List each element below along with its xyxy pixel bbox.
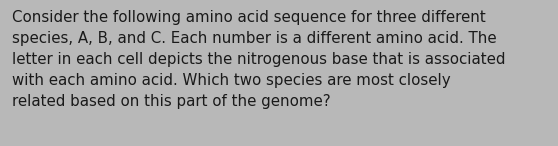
Text: Consider the following amino acid sequence for three different
species, A, B, an: Consider the following amino acid sequen… xyxy=(12,10,506,109)
